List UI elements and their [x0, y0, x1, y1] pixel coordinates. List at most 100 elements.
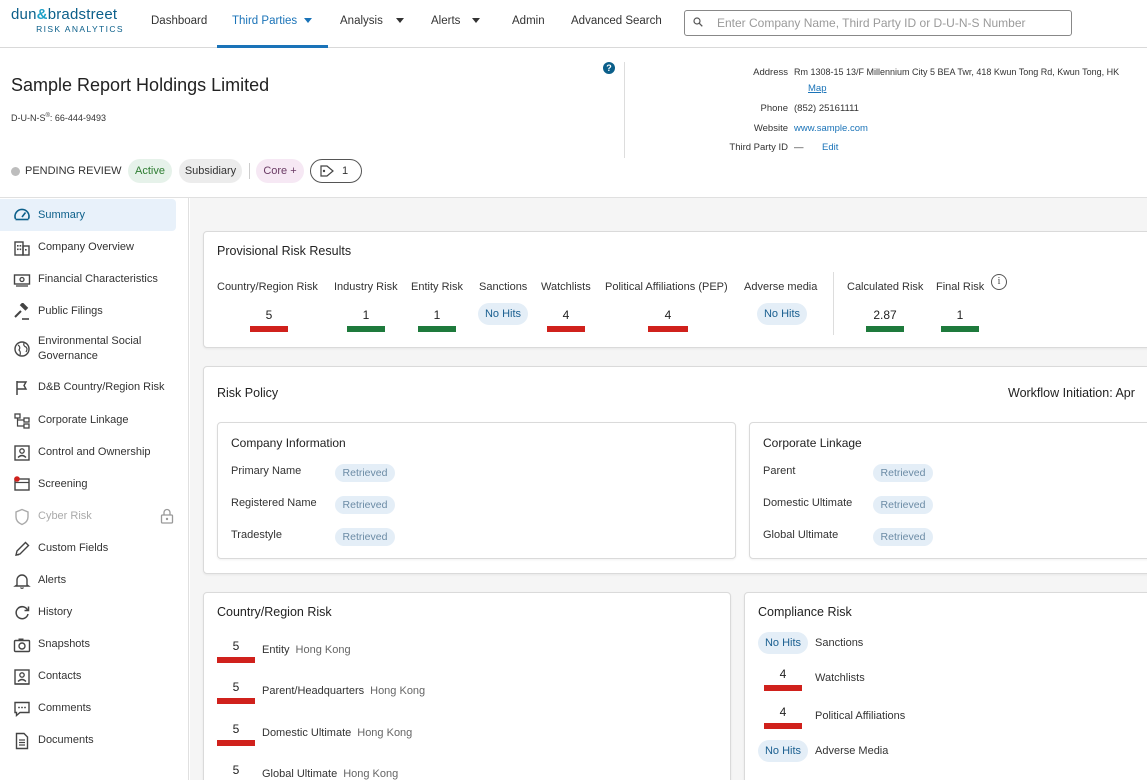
address-label: Address	[753, 67, 788, 78]
edit-third-party-id-link[interactable]: Edit	[822, 142, 839, 153]
sidebar-item-esg[interactable]: Environmental Social Governance	[0, 328, 188, 370]
sidebar-item-screening[interactable]: Screening	[0, 469, 188, 501]
parent-label: Parent	[763, 465, 796, 477]
sidebar-item-label: Public Filings	[38, 305, 103, 317]
core-badge[interactable]: Core +	[256, 159, 304, 183]
industry-risk-value: 1	[362, 308, 370, 322]
pep-value: 4	[664, 308, 672, 322]
sidebar-item-company-overview[interactable]: Company Overview	[0, 232, 188, 264]
sidebar-item-label: Cyber Risk	[38, 510, 92, 522]
sidebar-item-comments[interactable]: Comments	[0, 693, 188, 725]
tag-count: 1	[342, 165, 349, 177]
row-location: Hong Kong	[343, 768, 399, 780]
nav-admin-label: Admin	[512, 15, 545, 27]
ownership-icon	[14, 445, 30, 461]
website-label: Website	[753, 123, 788, 134]
sanctions-header: Sanctions	[479, 281, 528, 293]
entity-risk-bar	[418, 326, 456, 332]
document-icon	[15, 732, 29, 750]
comment-icon	[14, 701, 30, 718]
tags-button[interactable]: 1	[310, 159, 362, 183]
results-divider	[833, 272, 834, 335]
active-badge: Active	[128, 159, 172, 183]
logo-text-dun: dun	[11, 6, 37, 23]
industry-risk-header: Industry Risk	[334, 281, 398, 293]
nav-analysis[interactable]: Analysis	[340, 15, 404, 27]
sidebar-item-contacts[interactable]: Contacts	[0, 661, 188, 693]
sidebar-item-financial-characteristics[interactable]: Financial Characteristics	[0, 264, 188, 296]
nav-advanced-search[interactable]: Advanced Search	[571, 15, 662, 27]
sidebar-item-public-filings[interactable]: Public Filings	[0, 296, 188, 328]
status-badge: Retrieved	[873, 464, 933, 482]
sidebar-item-corporate-linkage[interactable]: Corporate Linkage	[0, 405, 188, 437]
logo-subtitle: RISK ANALYTICS	[36, 24, 124, 34]
dnb-logo[interactable]: dun&bradstreet RISK ANALYTICS	[11, 6, 131, 34]
help-icon[interactable]: ?	[603, 62, 615, 74]
entity-risk-score: 5	[232, 639, 240, 653]
third-party-id-label: Third Party ID	[729, 142, 788, 153]
sidebar-item-history[interactable]: History	[0, 597, 188, 629]
sidebar-item-cyber-risk: Cyber Risk	[0, 501, 188, 533]
top-navigation: dun&bradstreet RISK ANALYTICS Dashboard …	[0, 0, 1147, 48]
sidebar-item-label: Summary	[38, 209, 86, 221]
search-input[interactable]	[717, 14, 1067, 32]
header-bottom-border	[0, 197, 1147, 198]
nav-dashboard[interactable]: Dashboard	[151, 15, 207, 27]
country-risk-bar	[250, 326, 288, 332]
registered-name-label: Registered Name	[231, 497, 317, 509]
calculated-risk-value: 2.87	[873, 308, 897, 322]
phone-label: Phone	[760, 103, 788, 114]
info-icon[interactable]: i	[991, 274, 1007, 290]
company-information-card: Company Information Primary Name Retriev…	[217, 422, 736, 559]
sidebar-item-label: Documents	[38, 734, 94, 746]
lock-icon	[160, 508, 174, 524]
shield-icon	[15, 508, 29, 526]
card-title: Risk Policy	[217, 386, 279, 400]
camera-icon	[13, 638, 31, 653]
sidebar-item-label: Contacts	[38, 670, 82, 682]
nav-advanced-search-label: Advanced Search	[571, 15, 662, 27]
final-risk-bar	[941, 326, 979, 332]
header-divider	[624, 62, 625, 158]
nav-alerts[interactable]: Alerts	[431, 15, 481, 27]
nav-third-parties[interactable]: Third Parties	[232, 15, 313, 27]
compliance-risk-card: Compliance Risk No Hits Sanctions 4 Watc…	[744, 592, 1147, 780]
sidebar-item-label: Company Overview	[38, 241, 134, 253]
history-icon	[15, 605, 30, 620]
sidebar-item-snapshots[interactable]: Snapshots	[0, 629, 188, 661]
nav-admin[interactable]: Admin	[512, 15, 545, 27]
entity-risk-bar	[217, 657, 255, 663]
review-status: PENDING REVIEW	[25, 165, 122, 177]
nav-third-parties-label: Third Parties	[232, 15, 298, 27]
risk-policy-card: Risk Policy Workflow Initiation: Apr Com…	[203, 366, 1147, 574]
final-risk-header: Final Risk	[936, 281, 985, 293]
global-ultimate-risk-row: Global Ultimate Hong Kong	[262, 768, 398, 780]
sidebar-item-alerts[interactable]: Alerts	[0, 565, 188, 597]
domestic-ultimate-risk-score: 5	[232, 722, 240, 736]
domestic-ultimate-risk-row: Domestic Ultimate Hong Kong	[262, 727, 412, 739]
parent-risk-score: 5	[232, 680, 240, 694]
chevron-down-icon	[304, 18, 313, 24]
map-link[interactable]: Map	[808, 83, 827, 94]
sidebar-item-control-ownership[interactable]: Control and Ownership	[0, 437, 188, 469]
duns-label: D-U-N-S	[11, 113, 46, 123]
pep-header: Political Affiliations (PEP)	[605, 281, 728, 293]
website-link[interactable]: www.sample.com	[794, 123, 868, 134]
sidebar-item-summary[interactable]: Summary	[0, 199, 188, 231]
sidebar-item-label: Comments	[38, 702, 92, 714]
parent-risk-row: Parent/Headquarters Hong Kong	[262, 685, 425, 697]
company-search-box[interactable]	[684, 10, 1072, 36]
sidebar-item-custom-fields[interactable]: Custom Fields	[0, 533, 188, 565]
sidebar-item-label: Control and Ownership	[38, 446, 151, 458]
sidebar-item-label: Snapshots	[38, 638, 90, 650]
gavel-icon	[14, 303, 29, 320]
sidebar-item-country-region-risk[interactable]: D&B Country/Region Risk	[0, 374, 188, 404]
badge-separator	[249, 163, 250, 179]
sidebar-item-documents[interactable]: Documents	[0, 725, 188, 757]
adverse-media-no-hits-badge: No Hits	[758, 740, 808, 762]
row-label: Parent/Headquarters	[262, 685, 365, 697]
card-title: Corporate Linkage	[763, 436, 862, 450]
sidebar-item-label: Financial Characteristics	[38, 273, 158, 285]
pencil-icon	[15, 541, 30, 556]
logo-ampersand: &	[36, 6, 48, 23]
